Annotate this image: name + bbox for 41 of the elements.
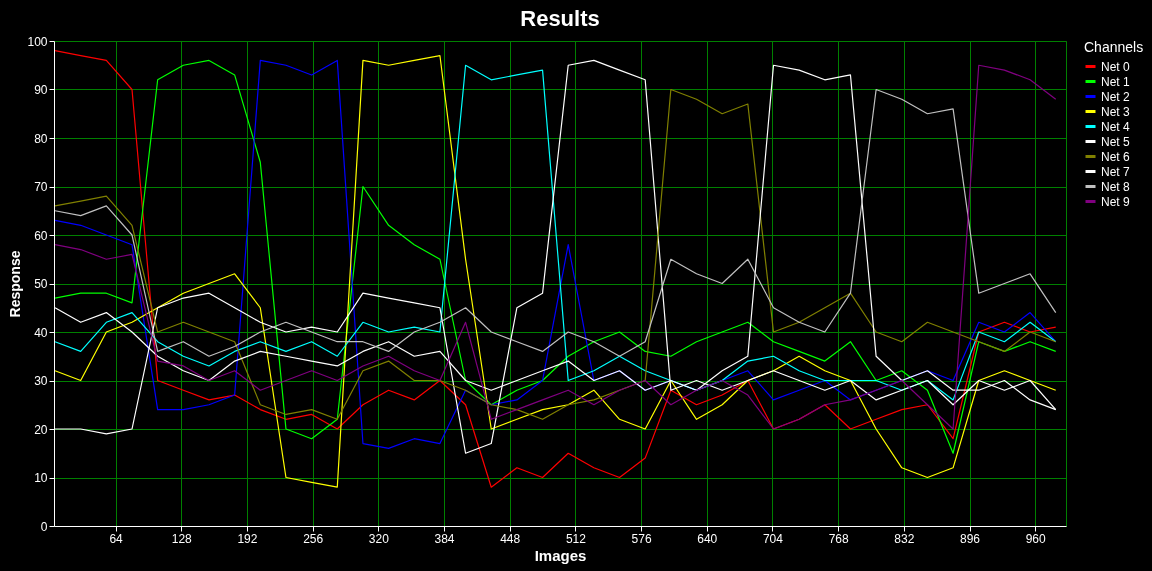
legend-label: Net 0 (1101, 59, 1131, 74)
x-tick-label: 128 (171, 531, 193, 546)
y-tick-label: 40 (34, 325, 48, 340)
legend-title: Channels (1084, 39, 1144, 55)
x-tick-label: 640 (697, 531, 718, 546)
x-tick-label: 704 (762, 531, 784, 546)
x-tick-label: 960 (1025, 531, 1047, 546)
legend-label: Net 3 (1101, 104, 1131, 119)
x-tick-label: 576 (631, 531, 652, 546)
x-axis-title: Images (534, 546, 587, 564)
legend-label: Net 4 (1101, 119, 1131, 134)
x-tick-label: 256 (303, 531, 324, 546)
legend-label: Net 5 (1101, 134, 1131, 149)
y-tick-label: 60 (34, 228, 48, 243)
line-series (54, 88, 1057, 357)
legend-label: Net 9 (1101, 194, 1131, 209)
legend-label: Net 1 (1101, 74, 1131, 89)
legend-label: Net 7 (1101, 164, 1131, 179)
y-tick-label: 80 (34, 131, 48, 146)
y-tick-label: 10 (34, 471, 48, 485)
legend-label: Net 2 (1101, 89, 1131, 104)
x-tick-label: 832 (894, 531, 915, 546)
y-tick-label: 0 (40, 519, 48, 534)
x-tick-label: 896 (960, 531, 981, 546)
x-tick-label: 64 (109, 531, 124, 546)
x-tick-label: 512 (565, 531, 587, 546)
y-axis-title: Response (7, 250, 24, 318)
x-tick-label: 320 (368, 531, 390, 546)
x-tick-label: 384 (434, 531, 455, 546)
y-tick-label: 30 (34, 374, 48, 388)
chart-title: Results (520, 6, 600, 31)
x-tick-label: 768 (828, 531, 849, 546)
y-tick-label: 50 (34, 277, 48, 291)
y-tick-label: 20 (34, 422, 48, 437)
legend-label: Net 6 (1101, 149, 1131, 164)
x-tick-label: 448 (500, 531, 521, 546)
legend-label: Net 8 (1101, 179, 1131, 194)
y-tick-label: 100 (27, 34, 48, 49)
x-tick-label: 192 (237, 531, 258, 546)
y-tick-label: 70 (34, 180, 48, 194)
y-tick-label: 90 (34, 83, 48, 97)
